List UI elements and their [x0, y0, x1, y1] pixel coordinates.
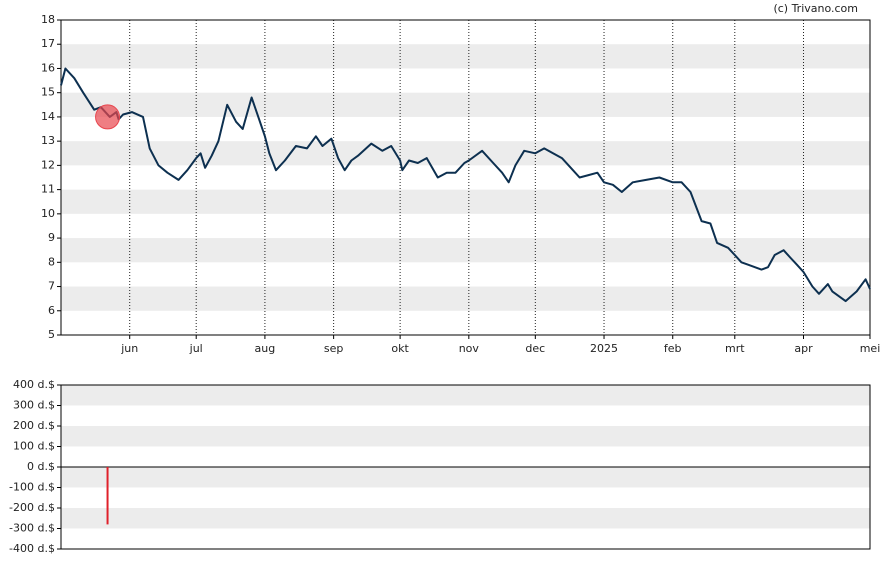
grid-band: [61, 44, 870, 69]
x-tick-label: dec: [525, 342, 545, 355]
x-tick-label: nov: [459, 342, 480, 355]
y-tick-label: 200 d.$: [13, 419, 55, 432]
grid-band: [61, 92, 870, 117]
y-tick-label: 6: [48, 304, 55, 317]
y-tick-label: 9: [48, 231, 55, 244]
grid-band: [61, 189, 870, 214]
grid-band: [61, 385, 870, 406]
y-tick-label: -200 d.$: [9, 501, 55, 514]
grid-band: [61, 508, 870, 529]
y-tick-label: 100 d.$: [13, 440, 55, 453]
y-tick-label: 8: [48, 255, 55, 268]
y-tick-label: 11: [41, 183, 55, 196]
y-tick-label: -300 d.$: [9, 522, 55, 535]
plot-frame: [60, 19, 871, 336]
bar: [106, 467, 109, 525]
x-tick-label: apr: [794, 342, 813, 355]
x-tick-label: mei: [860, 342, 881, 355]
x-tick-label: feb: [664, 342, 682, 355]
y-tick-label: 300 d.$: [13, 399, 55, 412]
x-tick-label: 2025: [590, 342, 618, 355]
y-tick-label: 0 d.$: [27, 460, 55, 473]
y-tick-label: 15: [41, 86, 55, 99]
y-tick-label: 10: [41, 207, 55, 220]
x-tick-label: sep: [324, 342, 343, 355]
y-tick-label: 17: [41, 37, 55, 50]
y-tick-label: 5: [48, 328, 55, 341]
x-tick-label: aug: [255, 342, 276, 355]
y-tick-label: 12: [41, 158, 55, 171]
y-tick-label: -100 d.$: [9, 481, 55, 494]
y-tick-label: 7: [48, 280, 55, 293]
x-tick-label: mrt: [725, 342, 745, 355]
credit: (c) Trivano.com: [773, 2, 858, 15]
grid-band: [61, 467, 870, 488]
grid-band: [61, 286, 870, 311]
y-tick-label: -400 d.$: [9, 542, 55, 555]
grid-band: [61, 238, 870, 263]
y-tick-label: 16: [41, 61, 55, 74]
y-tick-label: 400 d.$: [13, 378, 55, 391]
x-tick-label: jul: [189, 342, 203, 355]
plot-frame: [60, 384, 871, 550]
x-tick-label: okt: [391, 342, 409, 355]
event-marker: [95, 104, 121, 130]
price-line: [60, 67, 871, 303]
y-tick-label: 14: [41, 110, 55, 123]
y-tick-label: 13: [41, 134, 55, 147]
grid-band: [61, 426, 870, 447]
y-tick-label: 18: [41, 13, 55, 26]
x-tick-label: jun: [120, 342, 138, 355]
